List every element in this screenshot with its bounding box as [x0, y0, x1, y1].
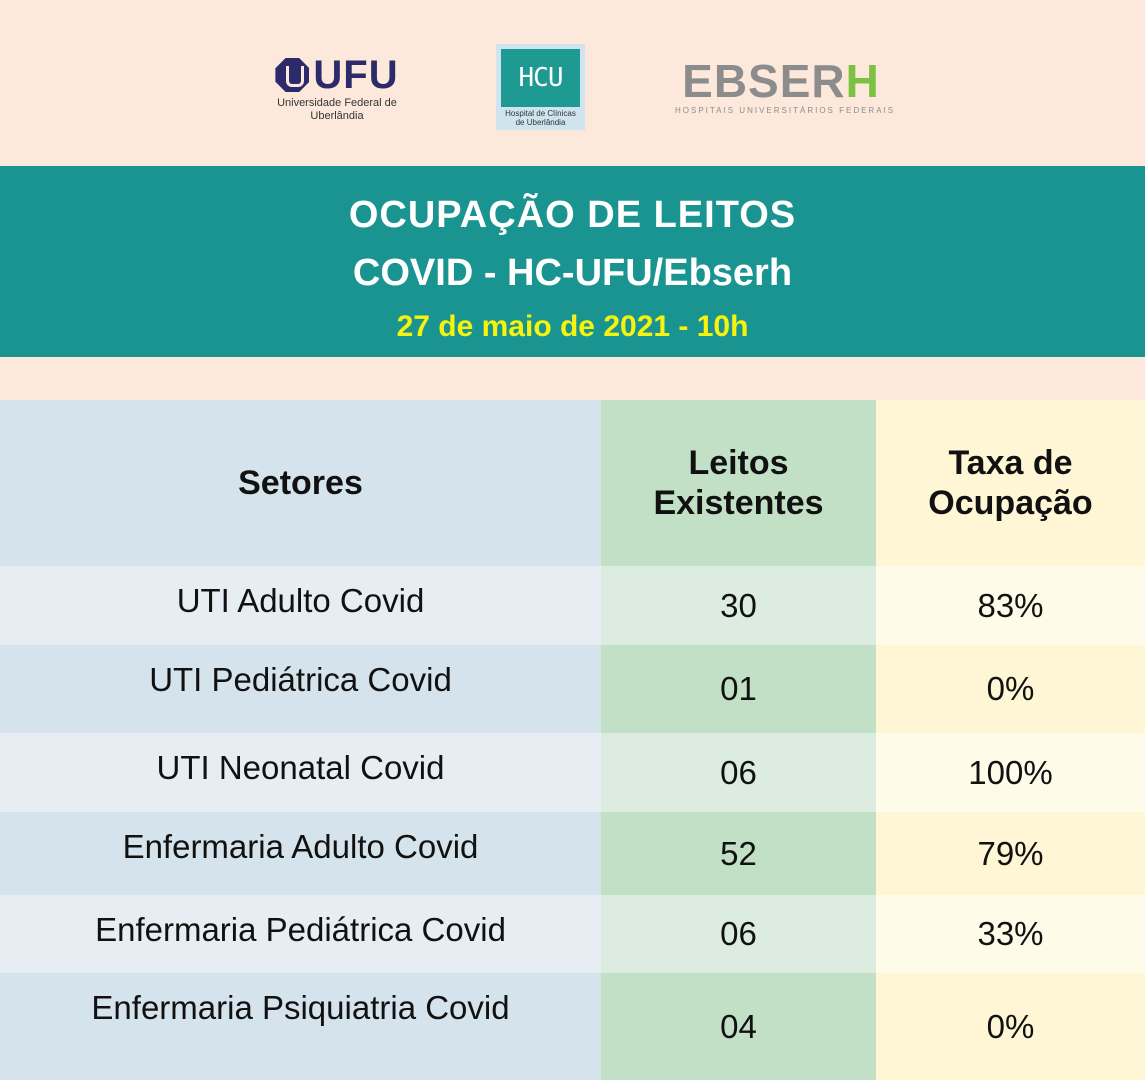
ufu-subtitle: Universidade Federal de Uberlândia [277, 97, 397, 122]
hc-emblem: HCU [501, 49, 580, 107]
bed-occupancy-table: Setores Leitos Existentes Taxa de Ocupação… [0, 400, 1145, 1080]
beds-cell: 06 [601, 733, 876, 812]
sector-cell: Enfermaria Adulto Covid [0, 812, 601, 895]
occupancy-cell: 0% [876, 645, 1145, 733]
occupancy-cell: 0% [876, 973, 1145, 1080]
sector-cell: UTI Pediátrica Covid [0, 645, 601, 733]
ebserh-logo: EBSERH HOSPITAIS UNIVERSITÁRIOS FEDERAIS [675, 55, 896, 115]
ufu-emblem-icon [275, 58, 310, 92]
hc-logo: HCU Hospital de Clínicas de Uberlândia [496, 44, 585, 130]
beds-cell: 04 [601, 973, 876, 1080]
table-row: UTI Pediátrica Covid 01 0% [0, 645, 1145, 733]
beds-cell: 52 [601, 812, 876, 895]
hc-subtitle: Hospital de Clínicas de Uberlândia [505, 109, 576, 127]
ebserh-wordmark: EBSERH [682, 55, 880, 107]
sector-cell: UTI Adulto Covid [0, 566, 601, 645]
title-band: OCUPAÇÃO DE LEITOS COVID - HC-UFU/Ebserh… [0, 166, 1145, 357]
table-header-row: Setores Leitos Existentes Taxa de Ocupação [0, 400, 1145, 566]
occupancy-cell: 83% [876, 566, 1145, 645]
header-taxa: Taxa de Ocupação [876, 400, 1145, 566]
table-row: Enfermaria Pediátrica Covid 06 33% [0, 895, 1145, 973]
table-row: Enfermaria Adulto Covid 52 79% [0, 812, 1145, 895]
title-line-1: OCUPAÇÃO DE LEITOS [348, 194, 797, 236]
table-row: Enfermaria Psiquiatria Covid 04 0% [0, 973, 1145, 1080]
sector-cell: UTI Neonatal Covid [0, 733, 601, 812]
header-leitos: Leitos Existentes [601, 400, 876, 566]
ebserh-subtitle: HOSPITAIS UNIVERSITÁRIOS FEDERAIS [675, 106, 896, 115]
table-row: UTI Adulto Covid 30 83% [0, 566, 1145, 645]
occupancy-cell: 33% [876, 895, 1145, 973]
header-setores: Setores [0, 400, 601, 566]
occupancy-cell: 79% [876, 812, 1145, 895]
title-line-2: COVID - HC-UFU/Ebserh [352, 252, 793, 294]
table-row: UTI Neonatal Covid 06 100% [0, 733, 1145, 812]
beds-cell: 06 [601, 895, 876, 973]
beds-cell: 01 [601, 645, 876, 733]
report-date: 27 de maio de 2021 - 10h [396, 310, 749, 343]
ufu-wordmark: UFU [313, 53, 399, 97]
logo-bar: UFU Universidade Federal de Uberlândia HC… [0, 0, 1145, 166]
sector-cell: Enfermaria Psiquiatria Covid [0, 973, 601, 1080]
ufu-logo: UFU Universidade Federal de Uberlândia [262, 55, 412, 123]
occupancy-cell: 100% [876, 733, 1145, 812]
sector-cell: Enfermaria Pediátrica Covid [0, 895, 601, 973]
beds-cell: 30 [601, 566, 876, 645]
